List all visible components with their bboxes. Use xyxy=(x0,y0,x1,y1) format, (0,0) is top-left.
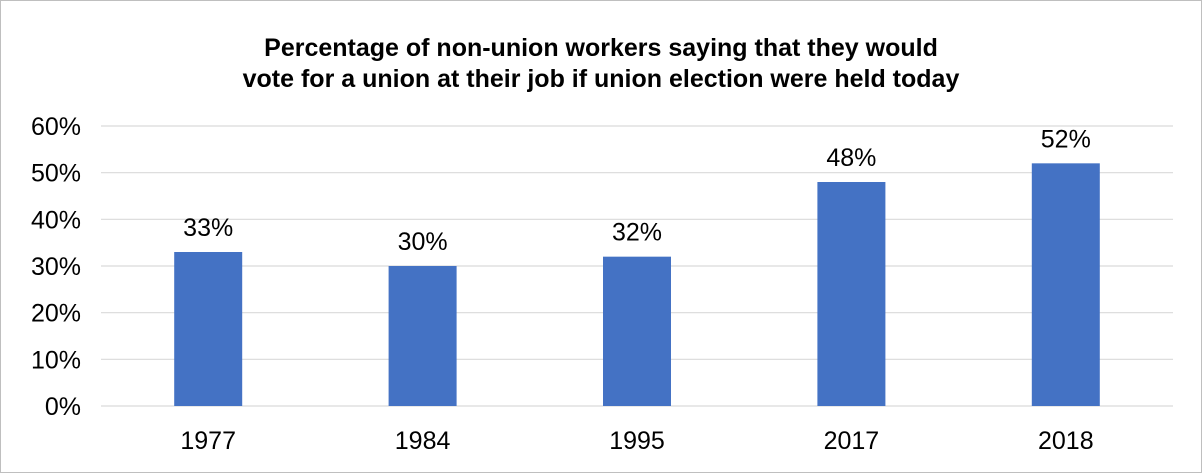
data-label: 32% xyxy=(612,219,662,247)
x-tick-label: 1977 xyxy=(180,427,236,455)
bar-2017 xyxy=(817,182,886,406)
y-tick-label: 40% xyxy=(31,206,81,234)
y-tick-label: 50% xyxy=(31,160,81,188)
y-tick-label: 60% xyxy=(31,113,81,141)
data-label: 52% xyxy=(1041,125,1091,153)
bar-2018 xyxy=(1031,163,1100,406)
y-tick-label: 30% xyxy=(31,253,81,281)
data-label: 30% xyxy=(398,228,448,256)
y-tick-label: 20% xyxy=(31,300,81,328)
bar-1984 xyxy=(388,266,457,406)
data-label: 48% xyxy=(826,144,876,172)
data-label: 33% xyxy=(183,214,233,242)
bar-1995 xyxy=(603,256,671,406)
chart-title: Percentage of non-union workers saying t… xyxy=(1,33,1201,95)
bar-1977 xyxy=(174,252,243,406)
x-tick-label: 1995 xyxy=(609,427,665,455)
chart-title-line-2: vote for a union at their job if union e… xyxy=(242,65,960,93)
x-tick-label: 2018 xyxy=(1038,427,1094,455)
y-tick-label: 0% xyxy=(45,393,81,421)
x-tick-label: 1984 xyxy=(395,427,451,455)
y-tick-label: 10% xyxy=(31,346,81,374)
x-tick-label: 2017 xyxy=(824,427,880,455)
chart-title-line-1: Percentage of non-union workers saying t… xyxy=(264,34,938,62)
